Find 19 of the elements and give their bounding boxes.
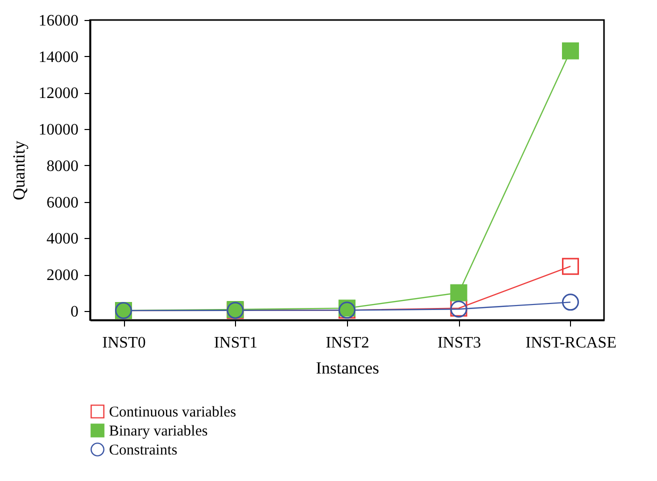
y-tick-label: 0 (70, 303, 78, 320)
y-axis-title: Quantity (10, 140, 28, 200)
y-tick-label: 12000 (38, 85, 78, 102)
legend-label: Continuous variables (109, 404, 236, 420)
x-tick-label: INST2 (326, 334, 370, 352)
y-tick-label: 14000 (38, 48, 78, 66)
x-axis-title: Instances (316, 358, 380, 378)
y-tick-label: 4000 (46, 230, 78, 248)
x-tick-label: INST-RCASE (525, 334, 616, 352)
y-tick-label: 16000 (38, 12, 78, 30)
x-tick-label: INST3 (437, 334, 482, 352)
y-tick-label: 10000 (38, 122, 78, 139)
y-tick-label: 8000 (46, 158, 78, 175)
x-tick-label: INST1 (214, 334, 258, 352)
x-tick-label: INST0 (102, 334, 146, 352)
y-tick-label: 2000 (46, 267, 78, 284)
legend-label: Binary variables (109, 424, 208, 440)
y-tick-label: 6000 (46, 194, 78, 212)
legend-label: Constraints (109, 442, 178, 458)
